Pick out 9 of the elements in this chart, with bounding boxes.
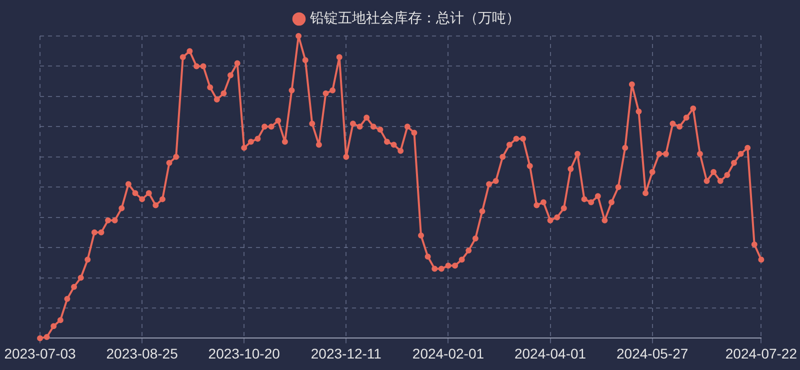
x-tick-label: 2023-07-03 bbox=[4, 345, 76, 362]
x-tick-label: 2024-05-27 bbox=[616, 345, 688, 362]
x-tick-label: 2023-08-25 bbox=[106, 345, 178, 362]
legend-label: 铅锭五地社会库存：总计（万吨） bbox=[309, 10, 520, 27]
x-tick-label: 2024-02-01 bbox=[412, 345, 484, 362]
x-tick-label: 2023-12-11 bbox=[310, 345, 382, 362]
x-tick-label: 2023-10-20 bbox=[208, 345, 280, 362]
x-tick-label: 2024-04-01 bbox=[514, 345, 586, 362]
x-tick-label: 2024-07-22 bbox=[725, 345, 798, 362]
